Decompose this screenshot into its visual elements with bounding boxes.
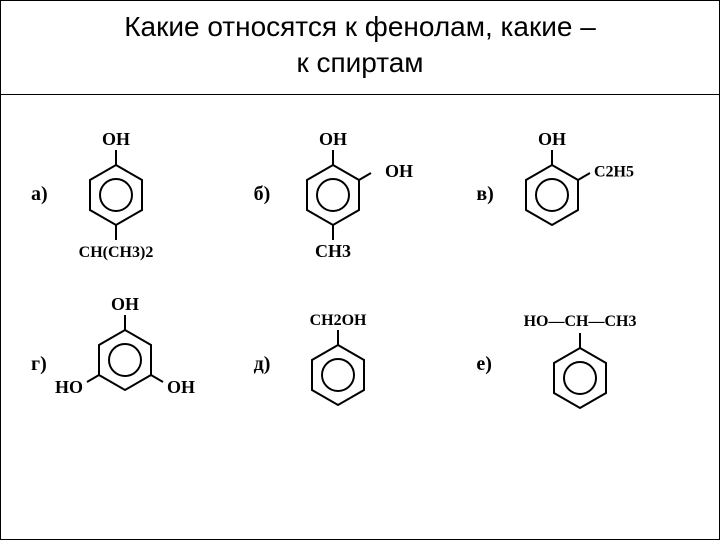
mol-g: OH OH HO bbox=[55, 285, 215, 445]
ch2oh-d: CH2OH bbox=[310, 312, 367, 329]
oh-tr-b: OH bbox=[385, 161, 413, 181]
c2h5-v: C2H5 bbox=[594, 163, 634, 180]
hochch3-e: HO—CH—CH3 bbox=[523, 313, 636, 330]
label-b: б) bbox=[254, 183, 271, 206]
chch32: CH(CH3)2 bbox=[78, 244, 153, 261]
ho-bl-g: HO bbox=[55, 377, 83, 397]
label-a: а) bbox=[31, 183, 48, 206]
oh-br-g: OH bbox=[167, 377, 195, 397]
structure-grid: а) OH CH(CH3)2 б) OH bbox=[1, 95, 719, 465]
mol-a: OH CH(CH3)2 bbox=[56, 115, 196, 275]
oh-top-g: OH bbox=[111, 294, 139, 314]
label-v: в) bbox=[476, 183, 493, 206]
title-line2: к спиртам bbox=[21, 45, 699, 81]
label-e: е) bbox=[476, 353, 492, 376]
structure-v: в) OH C2H5 bbox=[476, 115, 689, 275]
oh-top-b: OH bbox=[319, 129, 347, 149]
label-g: г) bbox=[31, 353, 47, 376]
oh-top: OH bbox=[102, 129, 130, 149]
ch3-b: CH3 bbox=[315, 241, 351, 261]
structure-b: б) OH OH CH3 bbox=[254, 115, 467, 275]
mol-d: CH2OH bbox=[278, 290, 428, 440]
mol-e: HO—CH—CH3 bbox=[500, 290, 680, 440]
title-area: Какие относятся к фенолам, какие – к спи… bbox=[1, 1, 719, 95]
structure-g: г) OH OH HO bbox=[31, 285, 244, 445]
mol-v: OH C2H5 bbox=[502, 115, 662, 275]
structure-a: а) OH CH(CH3)2 bbox=[31, 115, 244, 275]
oh-top-v: OH bbox=[538, 129, 566, 149]
structure-e: е) HO—CH—CH3 bbox=[476, 285, 689, 445]
mol-b: OH OH CH3 bbox=[278, 115, 428, 275]
label-d: д) bbox=[254, 353, 271, 376]
title-line1: Какие относятся к фенолам, какие – bbox=[21, 9, 699, 45]
structure-d: д) CH2OH bbox=[254, 285, 467, 445]
